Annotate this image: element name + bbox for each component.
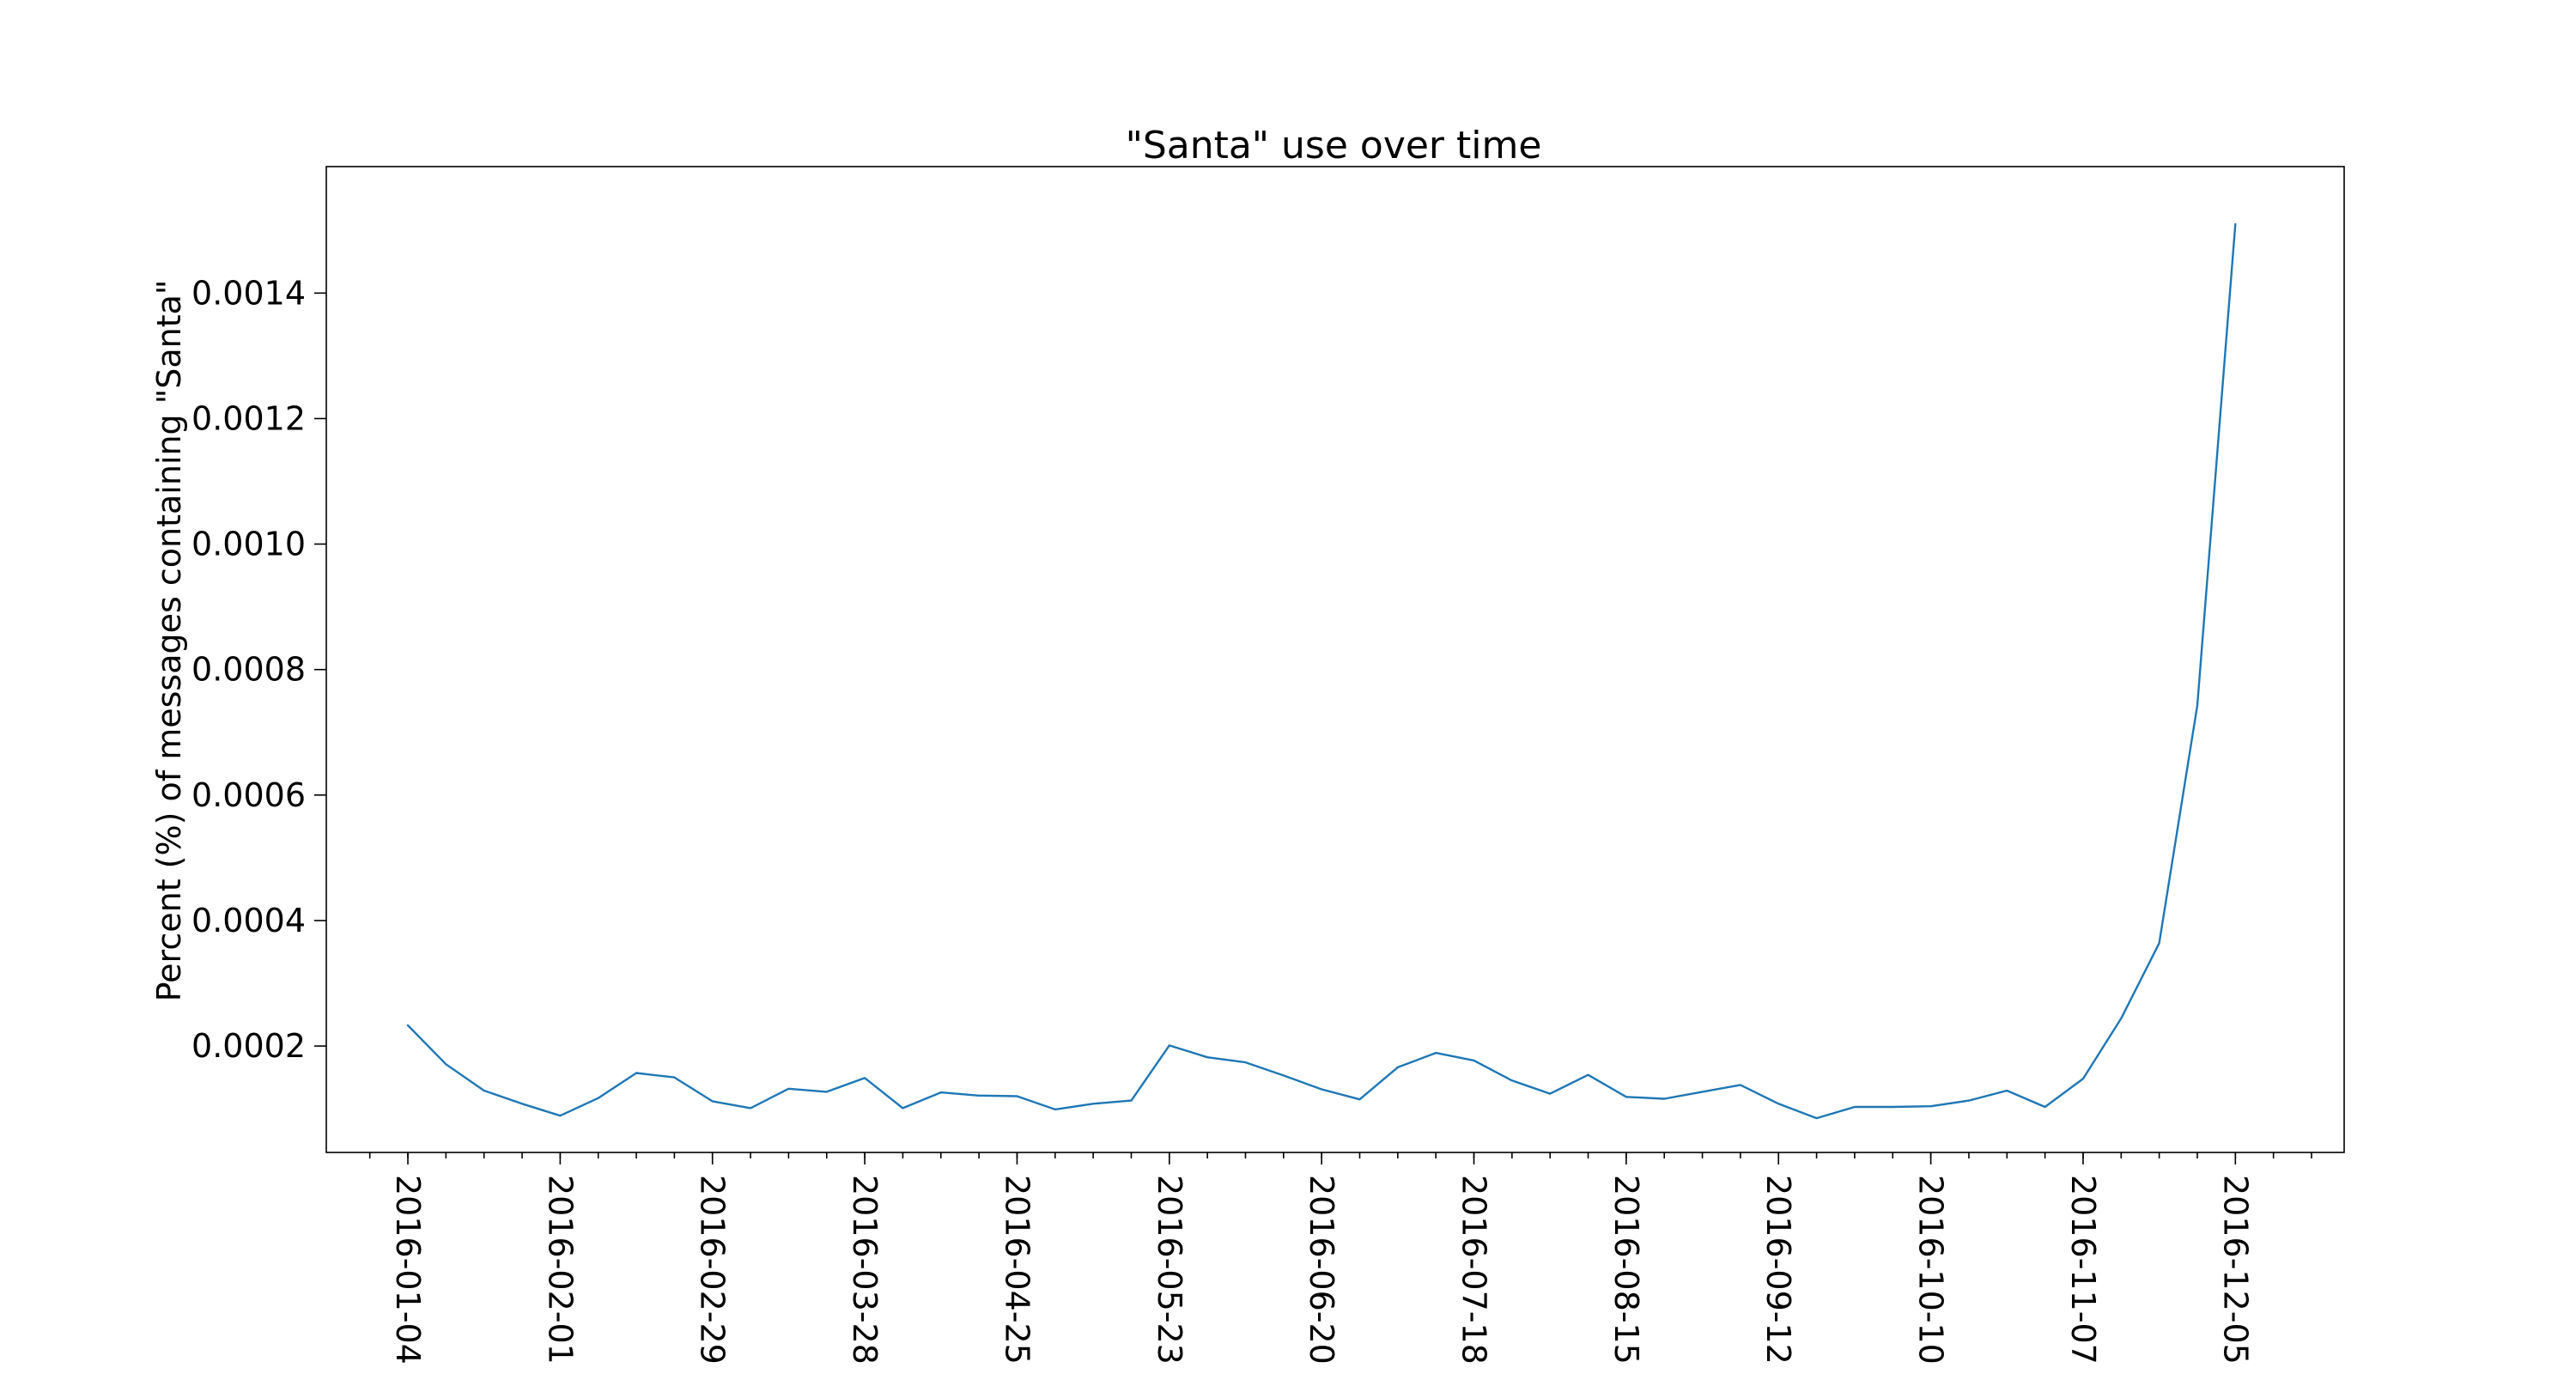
y-tick-label: 0.0014 [191, 274, 306, 312]
x-tick-label: 2016-09-12 [1759, 1175, 1797, 1365]
x-tick-label: 2016-06-20 [1303, 1175, 1340, 1365]
x-tick-label: 2016-01-04 [389, 1175, 427, 1365]
y-tick-label: 0.0002 [191, 1027, 306, 1065]
y-axis-label: Percent (%) of messages containing "Sant… [150, 280, 188, 1002]
y-tick-label: 0.0006 [191, 776, 306, 814]
x-tick-label: 2016-10-10 [1912, 1175, 1950, 1365]
y-tick-label: 0.0008 [191, 651, 306, 689]
series-line [406, 222, 2237, 1120]
y-tick-label: 0.0012 [191, 399, 306, 437]
x-tick-label: 2016-07-18 [1455, 1175, 1493, 1365]
x-tick-label: 2016-11-07 [2064, 1175, 2102, 1365]
axes-frame [325, 166, 2345, 1153]
x-tick-label: 2016-08-15 [1607, 1175, 1645, 1365]
chart-title: "Santa" use over time [1126, 124, 1542, 167]
x-tick-label: 2016-02-29 [694, 1175, 732, 1365]
plot-area: 2016-01-04 2016-02-01 2016-02-29 2016-03-28… [191, 166, 2345, 1365]
x-tick-label: 2016-12-05 [2216, 1175, 2254, 1365]
x-tick-label: 2016-04-25 [998, 1175, 1036, 1365]
x-tick-label: 2016-02-01 [541, 1175, 579, 1365]
y-tick-label: 0.0004 [191, 902, 306, 939]
x-tick-label: 2016-03-28 [846, 1175, 884, 1365]
x-tick-label: 2016-05-23 [1151, 1175, 1188, 1365]
y-tick-label: 0.0010 [191, 526, 306, 563]
